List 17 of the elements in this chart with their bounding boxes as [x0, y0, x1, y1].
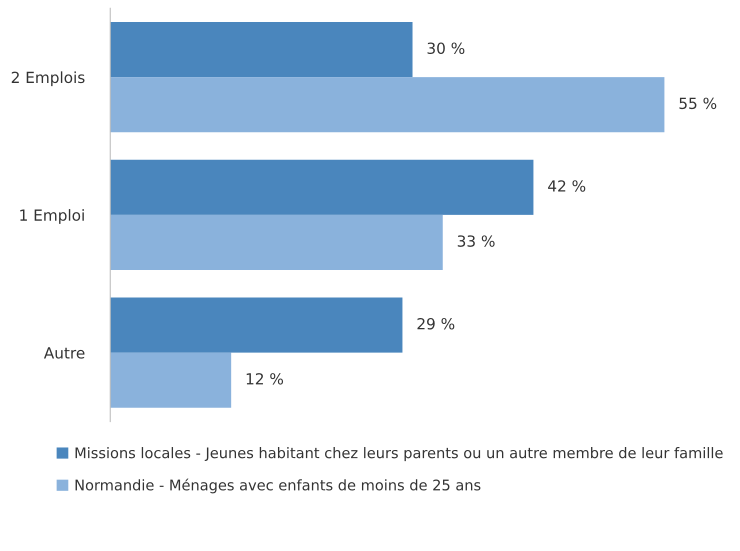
- legend-label: Missions locales - Jeunes habitant chez leurs parents ou un autre membre de leur famille: [76, 447, 723, 462]
- data-label: 30 %: [428, 42, 464, 54]
- bar: [110, 214, 443, 270]
- y-tick-label: Autre: [44, 347, 84, 359]
- data-label: 55 %: [679, 98, 716, 110]
- data-label: 29 %: [417, 318, 454, 330]
- data-label: 42 %: [548, 180, 586, 192]
- y-tick-label: 2 Emplois: [12, 71, 85, 86]
- data-label: 33 %: [458, 235, 495, 247]
- bar: [110, 22, 413, 78]
- legend-label: Normandie - Ménages avec enfants de moins de 25 ans: [76, 478, 480, 494]
- bar: [110, 352, 232, 408]
- bar: [110, 160, 534, 215]
- bar: [110, 77, 664, 132]
- y-tick-label: 1 Emploi: [20, 209, 84, 224]
- data-label: 12 %: [246, 373, 284, 385]
- bar: [110, 298, 402, 353]
